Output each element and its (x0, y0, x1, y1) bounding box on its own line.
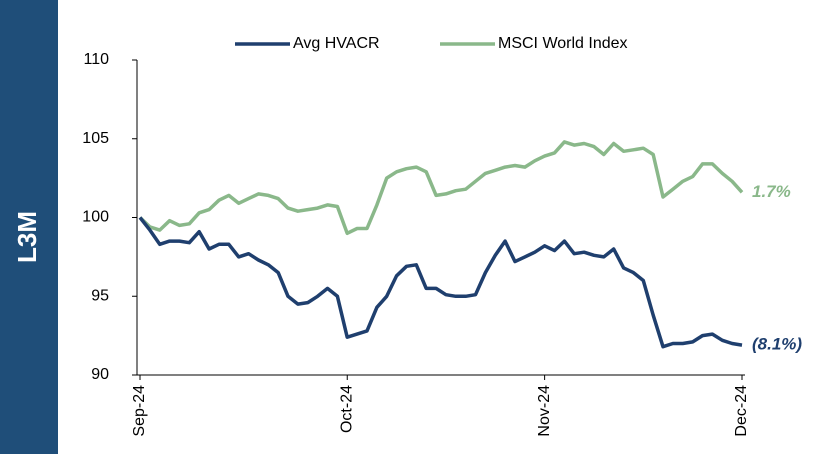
legend-label: Avg HVACR (293, 35, 380, 52)
end-label: 1.7% (752, 182, 791, 201)
x-tick-label: Dec-24 (733, 385, 750, 437)
y-tick-label: 110 (83, 51, 109, 68)
legend-label: MSCI World Index (498, 35, 628, 52)
y-tick-label: 105 (82, 130, 109, 147)
y-tick-label: 90 (91, 366, 109, 383)
end-label: (8.1%) (752, 335, 802, 354)
y-tick-label: 95 (91, 287, 109, 304)
x-tick-label: Oct-24 (338, 385, 355, 433)
x-tick-label: Nov-24 (536, 385, 553, 437)
series-line (138, 216, 743, 349)
side-label: L3M (12, 211, 42, 263)
x-tick-label: Sep-24 (131, 385, 148, 437)
side-band (0, 0, 58, 454)
series-line (138, 140, 744, 236)
y-tick-label: 100 (82, 209, 109, 226)
